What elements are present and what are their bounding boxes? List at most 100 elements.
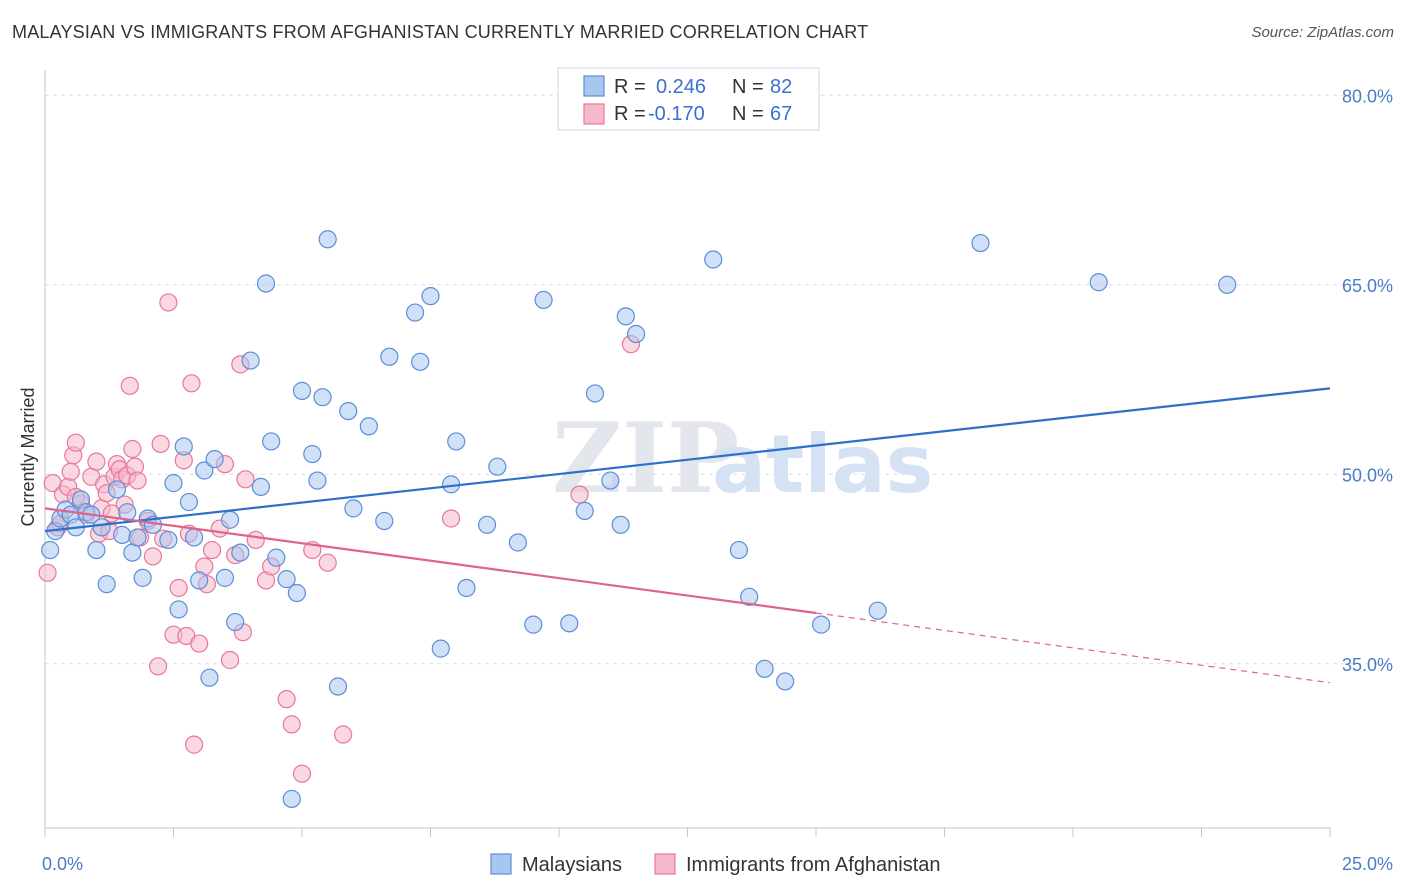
data-point	[164, 474, 183, 493]
data-point	[190, 571, 209, 590]
x-tick-label: 0.0%	[42, 854, 83, 874]
legend-n-value-malaysians: 82	[770, 76, 792, 98]
data-point	[87, 540, 106, 560]
data-point	[220, 510, 240, 529]
data-point	[256, 274, 276, 293]
data-point	[477, 515, 497, 534]
series-immigrants-points	[38, 293, 641, 783]
data-point	[38, 563, 57, 582]
data-point	[292, 381, 312, 400]
data-point	[184, 528, 204, 547]
data-point	[359, 417, 378, 436]
data-point	[133, 568, 152, 587]
series-legend-swatch-immigrants	[654, 853, 676, 875]
data-point	[380, 347, 399, 366]
gridlines	[45, 94, 1392, 665]
y-axis-label: Currently Married	[18, 387, 38, 526]
series-legend: Malaysians Immigrants from Afghanistan	[490, 853, 941, 876]
data-point	[318, 553, 337, 572]
data-point	[421, 287, 440, 306]
data-point	[179, 492, 199, 512]
data-point	[277, 690, 296, 709]
legend-r-value-malaysians: 0.246	[656, 76, 706, 98]
data-point	[334, 725, 353, 744]
data-point	[303, 444, 322, 464]
data-point	[246, 530, 265, 550]
data-point	[267, 548, 286, 567]
data-point	[457, 578, 476, 598]
data-point	[282, 789, 301, 809]
legend-n-value-immigrants: 67	[770, 103, 792, 125]
data-point	[205, 450, 224, 469]
x-tick-labels: 0.0% 25.0%	[42, 854, 1393, 874]
data-point	[405, 303, 425, 322]
data-point	[61, 462, 80, 481]
data-point	[231, 543, 250, 562]
series-legend-swatch-malaysians	[490, 853, 512, 875]
data-point	[287, 583, 306, 603]
data-point	[313, 388, 332, 407]
legend-swatch-malaysians	[583, 75, 605, 97]
data-point	[174, 437, 193, 456]
trend-line-extension-pink	[815, 612, 1331, 684]
data-point	[87, 452, 106, 471]
y-tick-label: 65.0%	[1342, 276, 1393, 296]
data-point	[868, 601, 887, 620]
data-point	[169, 578, 188, 598]
data-point	[159, 293, 178, 312]
trend-line-blue	[44, 387, 1331, 533]
legend-r-label-malaysians: R =	[614, 76, 646, 98]
x-tick-label: 25.0%	[1342, 854, 1393, 874]
data-point	[339, 402, 358, 421]
data-point	[292, 764, 312, 783]
data-point	[184, 735, 204, 754]
data-point	[971, 233, 990, 253]
trend-lines	[44, 387, 1331, 684]
data-point	[729, 540, 749, 560]
data-point	[344, 499, 363, 518]
data-point	[182, 374, 201, 393]
legend-r-value-immigrants: -0.170	[648, 103, 705, 125]
data-point	[488, 457, 507, 476]
watermark-atlas: atlas	[712, 418, 933, 511]
data-point	[169, 600, 188, 619]
data-point	[151, 434, 170, 454]
stats-legend: R = 0.246 N = 82 R = -0.170 N = 67	[557, 67, 820, 131]
series-legend-label-immigrants: Immigrants from Afghanistan	[686, 854, 941, 876]
legend-swatch-immigrants	[583, 103, 605, 125]
data-point	[112, 525, 132, 545]
data-point	[41, 540, 60, 560]
data-point	[220, 650, 240, 670]
legend-n-label-malaysians: N =	[732, 76, 764, 98]
data-point	[195, 461, 214, 480]
data-point	[447, 432, 466, 451]
data-point	[601, 471, 620, 490]
data-point	[534, 290, 553, 310]
data-point	[97, 575, 116, 594]
series-malaysians-points	[41, 230, 1237, 809]
data-point	[128, 471, 147, 490]
data-point	[755, 659, 774, 678]
data-point	[812, 615, 831, 634]
data-point	[704, 250, 723, 269]
axes	[44, 70, 1331, 837]
source-label: Source: ZipAtlas.com	[1251, 24, 1394, 41]
y-tick-labels: 80.0% 65.0% 50.0% 35.0%	[1342, 86, 1393, 674]
data-point	[107, 480, 127, 499]
watermark: ZIP atlas	[552, 402, 933, 515]
data-point	[431, 639, 450, 658]
legend-r-label-immigrants: R =	[614, 103, 646, 125]
data-point	[118, 503, 137, 522]
data-point	[308, 471, 327, 490]
data-point	[375, 511, 394, 531]
y-tick-label: 80.0%	[1342, 86, 1393, 106]
data-point	[318, 230, 337, 249]
data-point	[508, 533, 527, 552]
data-point	[1089, 273, 1108, 292]
data-point	[740, 587, 759, 606]
data-point	[616, 307, 635, 326]
series-legend-label-malaysians: Malaysians	[522, 854, 622, 876]
data-point	[277, 570, 296, 589]
y-tick-label: 50.0%	[1342, 465, 1393, 485]
